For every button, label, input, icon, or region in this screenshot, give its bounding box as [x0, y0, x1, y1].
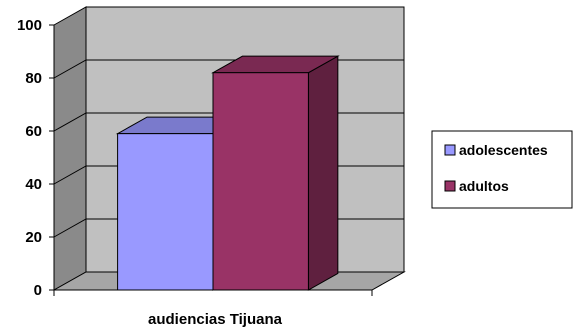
bar-side: [307, 55, 339, 291]
legend-box: [431, 130, 573, 209]
legend-swatch: [444, 144, 456, 156]
bars: [115, 55, 340, 291]
legend-item: adolescentes: [444, 142, 548, 158]
bar-front: [117, 133, 214, 291]
y-tick-label: 20: [25, 229, 42, 246]
side-wall: [53, 6, 87, 291]
y-tick-label: 0: [34, 282, 42, 299]
legend-item: adultos: [444, 178, 509, 194]
legend-swatch: [444, 180, 456, 192]
legend-label: adolescentes: [459, 142, 548, 158]
x-category-labels: audiencias Tijuana: [148, 311, 283, 328]
y-tick-label: 40: [25, 176, 42, 193]
y-tick-label: 60: [25, 123, 42, 140]
legend: adolescentes adultos: [431, 130, 573, 209]
bar-adultos: [211, 55, 340, 291]
x-category-label: audiencias Tijuana: [148, 311, 283, 328]
y-tick-label: 80: [25, 70, 42, 87]
y-tick-labels: 0 20 40 60 80 100: [17, 17, 42, 299]
legend-label: adultos: [459, 178, 509, 194]
bar-front: [212, 72, 309, 291]
axes: [49, 24, 373, 296]
y-tick-label: 100: [17, 17, 42, 34]
